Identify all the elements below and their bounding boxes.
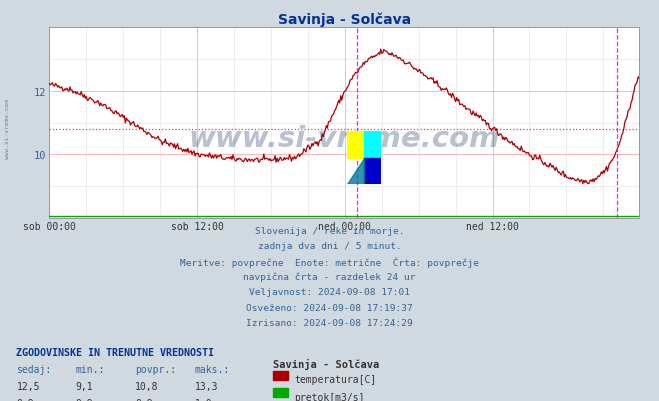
- Text: temperatura[C]: temperatura[C]: [295, 374, 377, 384]
- Text: Slovenija / reke in morje.: Slovenija / reke in morje.: [255, 227, 404, 235]
- Text: 1,0: 1,0: [194, 398, 212, 401]
- Polygon shape: [347, 158, 364, 184]
- Text: Meritve: povprečne  Enote: metrične  Črta: povprečje: Meritve: povprečne Enote: metrične Črta:…: [180, 257, 479, 267]
- Text: www.si-vreme.com: www.si-vreme.com: [5, 98, 11, 158]
- Text: ZGODOVINSKE IN TRENUTNE VREDNOSTI: ZGODOVINSKE IN TRENUTNE VREDNOSTI: [16, 347, 214, 357]
- Text: pretok[m3/s]: pretok[m3/s]: [295, 392, 365, 401]
- Text: www.si-vreme.com: www.si-vreme.com: [188, 125, 500, 152]
- Text: 0,9: 0,9: [76, 398, 94, 401]
- Bar: [364, 132, 381, 158]
- Text: min.:: min.:: [76, 364, 105, 374]
- Text: 9,1: 9,1: [76, 381, 94, 391]
- Text: sedaj:: sedaj:: [16, 364, 51, 374]
- Text: 12,5: 12,5: [16, 381, 40, 391]
- Text: 10,8: 10,8: [135, 381, 159, 391]
- Bar: [347, 132, 364, 158]
- Polygon shape: [364, 158, 381, 184]
- Text: Osveženo: 2024-09-08 17:19:37: Osveženo: 2024-09-08 17:19:37: [246, 303, 413, 312]
- Text: Izrisano: 2024-09-08 17:24:29: Izrisano: 2024-09-08 17:24:29: [246, 318, 413, 327]
- Text: maks.:: maks.:: [194, 364, 229, 374]
- Text: 0,9: 0,9: [135, 398, 153, 401]
- Text: 13,3: 13,3: [194, 381, 218, 391]
- Title: Savinja - Solčava: Savinja - Solčava: [277, 12, 411, 27]
- Text: Veljavnost: 2024-09-08 17:01: Veljavnost: 2024-09-08 17:01: [249, 288, 410, 296]
- Text: 0,9: 0,9: [16, 398, 34, 401]
- Text: povpr.:: povpr.:: [135, 364, 176, 374]
- Text: navpična črta - razdelek 24 ur: navpična črta - razdelek 24 ur: [243, 272, 416, 282]
- Text: Savinja - Solčava: Savinja - Solčava: [273, 358, 380, 369]
- Text: zadnja dva dni / 5 minut.: zadnja dva dni / 5 minut.: [258, 242, 401, 251]
